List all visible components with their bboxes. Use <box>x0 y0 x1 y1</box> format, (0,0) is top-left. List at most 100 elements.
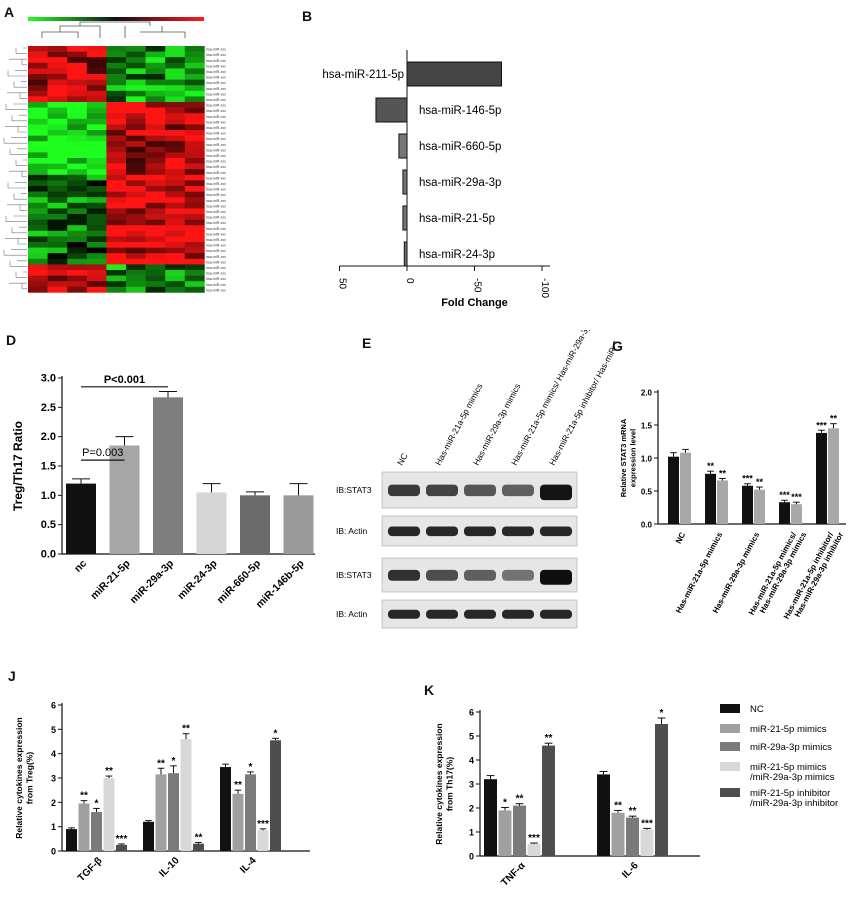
k-significance: ** <box>614 800 622 811</box>
heatmap-cell <box>67 174 88 181</box>
k-bar <box>626 817 639 856</box>
heatmap-cell <box>145 51 166 58</box>
heatmap-cell <box>28 124 48 131</box>
heatmap-cell <box>126 130 146 136</box>
heatmap-cell <box>28 191 48 198</box>
j-bar <box>103 778 115 851</box>
heatmap-cell <box>106 253 127 260</box>
g-significance: ** <box>830 414 838 424</box>
heatmap-cell <box>28 186 48 192</box>
heatmap-cell <box>47 169 68 176</box>
e-blot-label: IB: Actin <box>336 526 367 536</box>
g-bar <box>680 452 691 524</box>
e-band <box>388 484 420 497</box>
heatmap-cell <box>126 96 146 103</box>
heatmap-cell <box>165 230 186 237</box>
heatmap-cell <box>106 242 127 248</box>
heatmap-cell <box>47 242 68 248</box>
heatmap-cell <box>106 158 127 164</box>
d-y-tick-label: 2.5 <box>41 402 56 414</box>
heatmap-cell <box>145 219 166 226</box>
heatmap-cell <box>28 202 48 209</box>
heatmap-row-label: hsa-miR-xxx <box>206 137 226 141</box>
d-bar <box>109 445 140 554</box>
heatmap-cell <box>126 236 146 243</box>
heatmap-cell <box>126 174 146 181</box>
heatmap-cell <box>86 264 107 271</box>
d-category-label: miR-24-3p <box>175 558 219 602</box>
heatmap-cell <box>28 253 48 260</box>
e-band <box>426 609 458 619</box>
heatmap-cell <box>126 124 146 131</box>
heatmap-cell <box>106 163 127 170</box>
heatmap-row-label: hsa-miR-xxx <box>206 255 226 259</box>
j-bar <box>91 812 102 851</box>
heatmap-cell <box>86 225 107 232</box>
k-y-tick-label: 1 <box>469 828 474 838</box>
j-significance: * <box>249 762 253 773</box>
heatmap-cell <box>28 102 48 108</box>
heatmap-cell <box>165 46 186 52</box>
heatmap-cell <box>106 85 127 92</box>
heatmap-cell <box>28 90 48 97</box>
heatmap-cell <box>126 169 146 176</box>
heatmap-cell <box>86 90 107 97</box>
heatmap-cell <box>67 57 88 64</box>
heatmap-cell <box>145 169 166 176</box>
heatmap-cell <box>86 208 107 215</box>
heatmap-cell <box>47 107 68 114</box>
heatmap-cell <box>67 281 88 288</box>
heatmap-cell <box>106 68 127 75</box>
heatmap-cell <box>145 130 166 136</box>
heatmap-cell <box>67 253 88 260</box>
heatmap-cell <box>145 247 166 254</box>
heatmap-cell <box>47 62 68 69</box>
heatmap-cell <box>126 286 146 293</box>
b-x-tick-label: -100 <box>539 278 550 298</box>
heatmap-cell <box>184 57 205 64</box>
j-y-tick-label: 0 <box>51 847 56 857</box>
heatmap-cell <box>67 236 88 243</box>
d-y-tick-label: 3.0 <box>41 373 56 385</box>
j-significance: * <box>274 728 278 739</box>
heatmap-cell <box>67 107 88 114</box>
heatmap-cell <box>28 68 48 75</box>
heatmap-cell <box>86 68 107 75</box>
g-significance: *** <box>791 492 802 502</box>
heatmap-cell <box>86 275 107 282</box>
e-band <box>540 484 572 501</box>
heatmap-cell <box>47 90 68 97</box>
e-blot-label: IB:STAT3 <box>336 485 372 495</box>
d-y-tick-label: 1.5 <box>41 461 56 473</box>
heatmap-cell <box>165 124 186 131</box>
heatmap-cell <box>145 264 166 271</box>
heatmap-cell <box>165 270 186 276</box>
k-significance: ** <box>629 806 637 817</box>
heatmap-cell <box>28 174 48 181</box>
heatmap-row-label: hsa-miR-xxx <box>206 64 226 68</box>
b-x-axis-title: Fold Change <box>441 297 508 309</box>
heatmap-cell <box>165 219 186 226</box>
heatmap-cell <box>145 180 166 187</box>
heatmap-cell <box>145 85 166 92</box>
heatmap-cell <box>126 85 146 92</box>
panel-letter-b: B <box>302 8 313 24</box>
heatmap-cell <box>47 247 68 254</box>
g-bar <box>828 428 839 524</box>
heatmap-cell <box>184 163 205 170</box>
heatmap-cell <box>126 102 146 108</box>
panel-letter-e: E <box>362 335 372 351</box>
g-significance: *** <box>816 420 827 430</box>
heatmap-cell <box>106 281 127 288</box>
b-bar <box>406 61 502 87</box>
heatmap-cell <box>47 225 68 232</box>
heatmap-cell <box>67 202 88 209</box>
heatmap-cell <box>184 236 205 243</box>
heatmap-cell <box>184 197 205 204</box>
heatmap-cell <box>106 96 127 103</box>
heatmap-cell <box>47 163 68 170</box>
heatmap-cell <box>145 225 166 232</box>
heatmap-cell <box>106 197 127 204</box>
heatmap-cell <box>47 281 68 288</box>
heatmap-cell <box>47 230 68 237</box>
